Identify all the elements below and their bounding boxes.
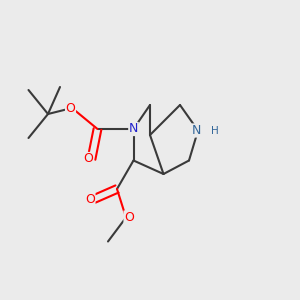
Text: N: N <box>192 124 201 137</box>
Text: H: H <box>211 125 218 136</box>
Text: O: O <box>84 152 93 166</box>
Text: O: O <box>124 211 134 224</box>
Text: O: O <box>85 193 95 206</box>
Text: O: O <box>66 101 75 115</box>
Text: N: N <box>129 122 138 136</box>
